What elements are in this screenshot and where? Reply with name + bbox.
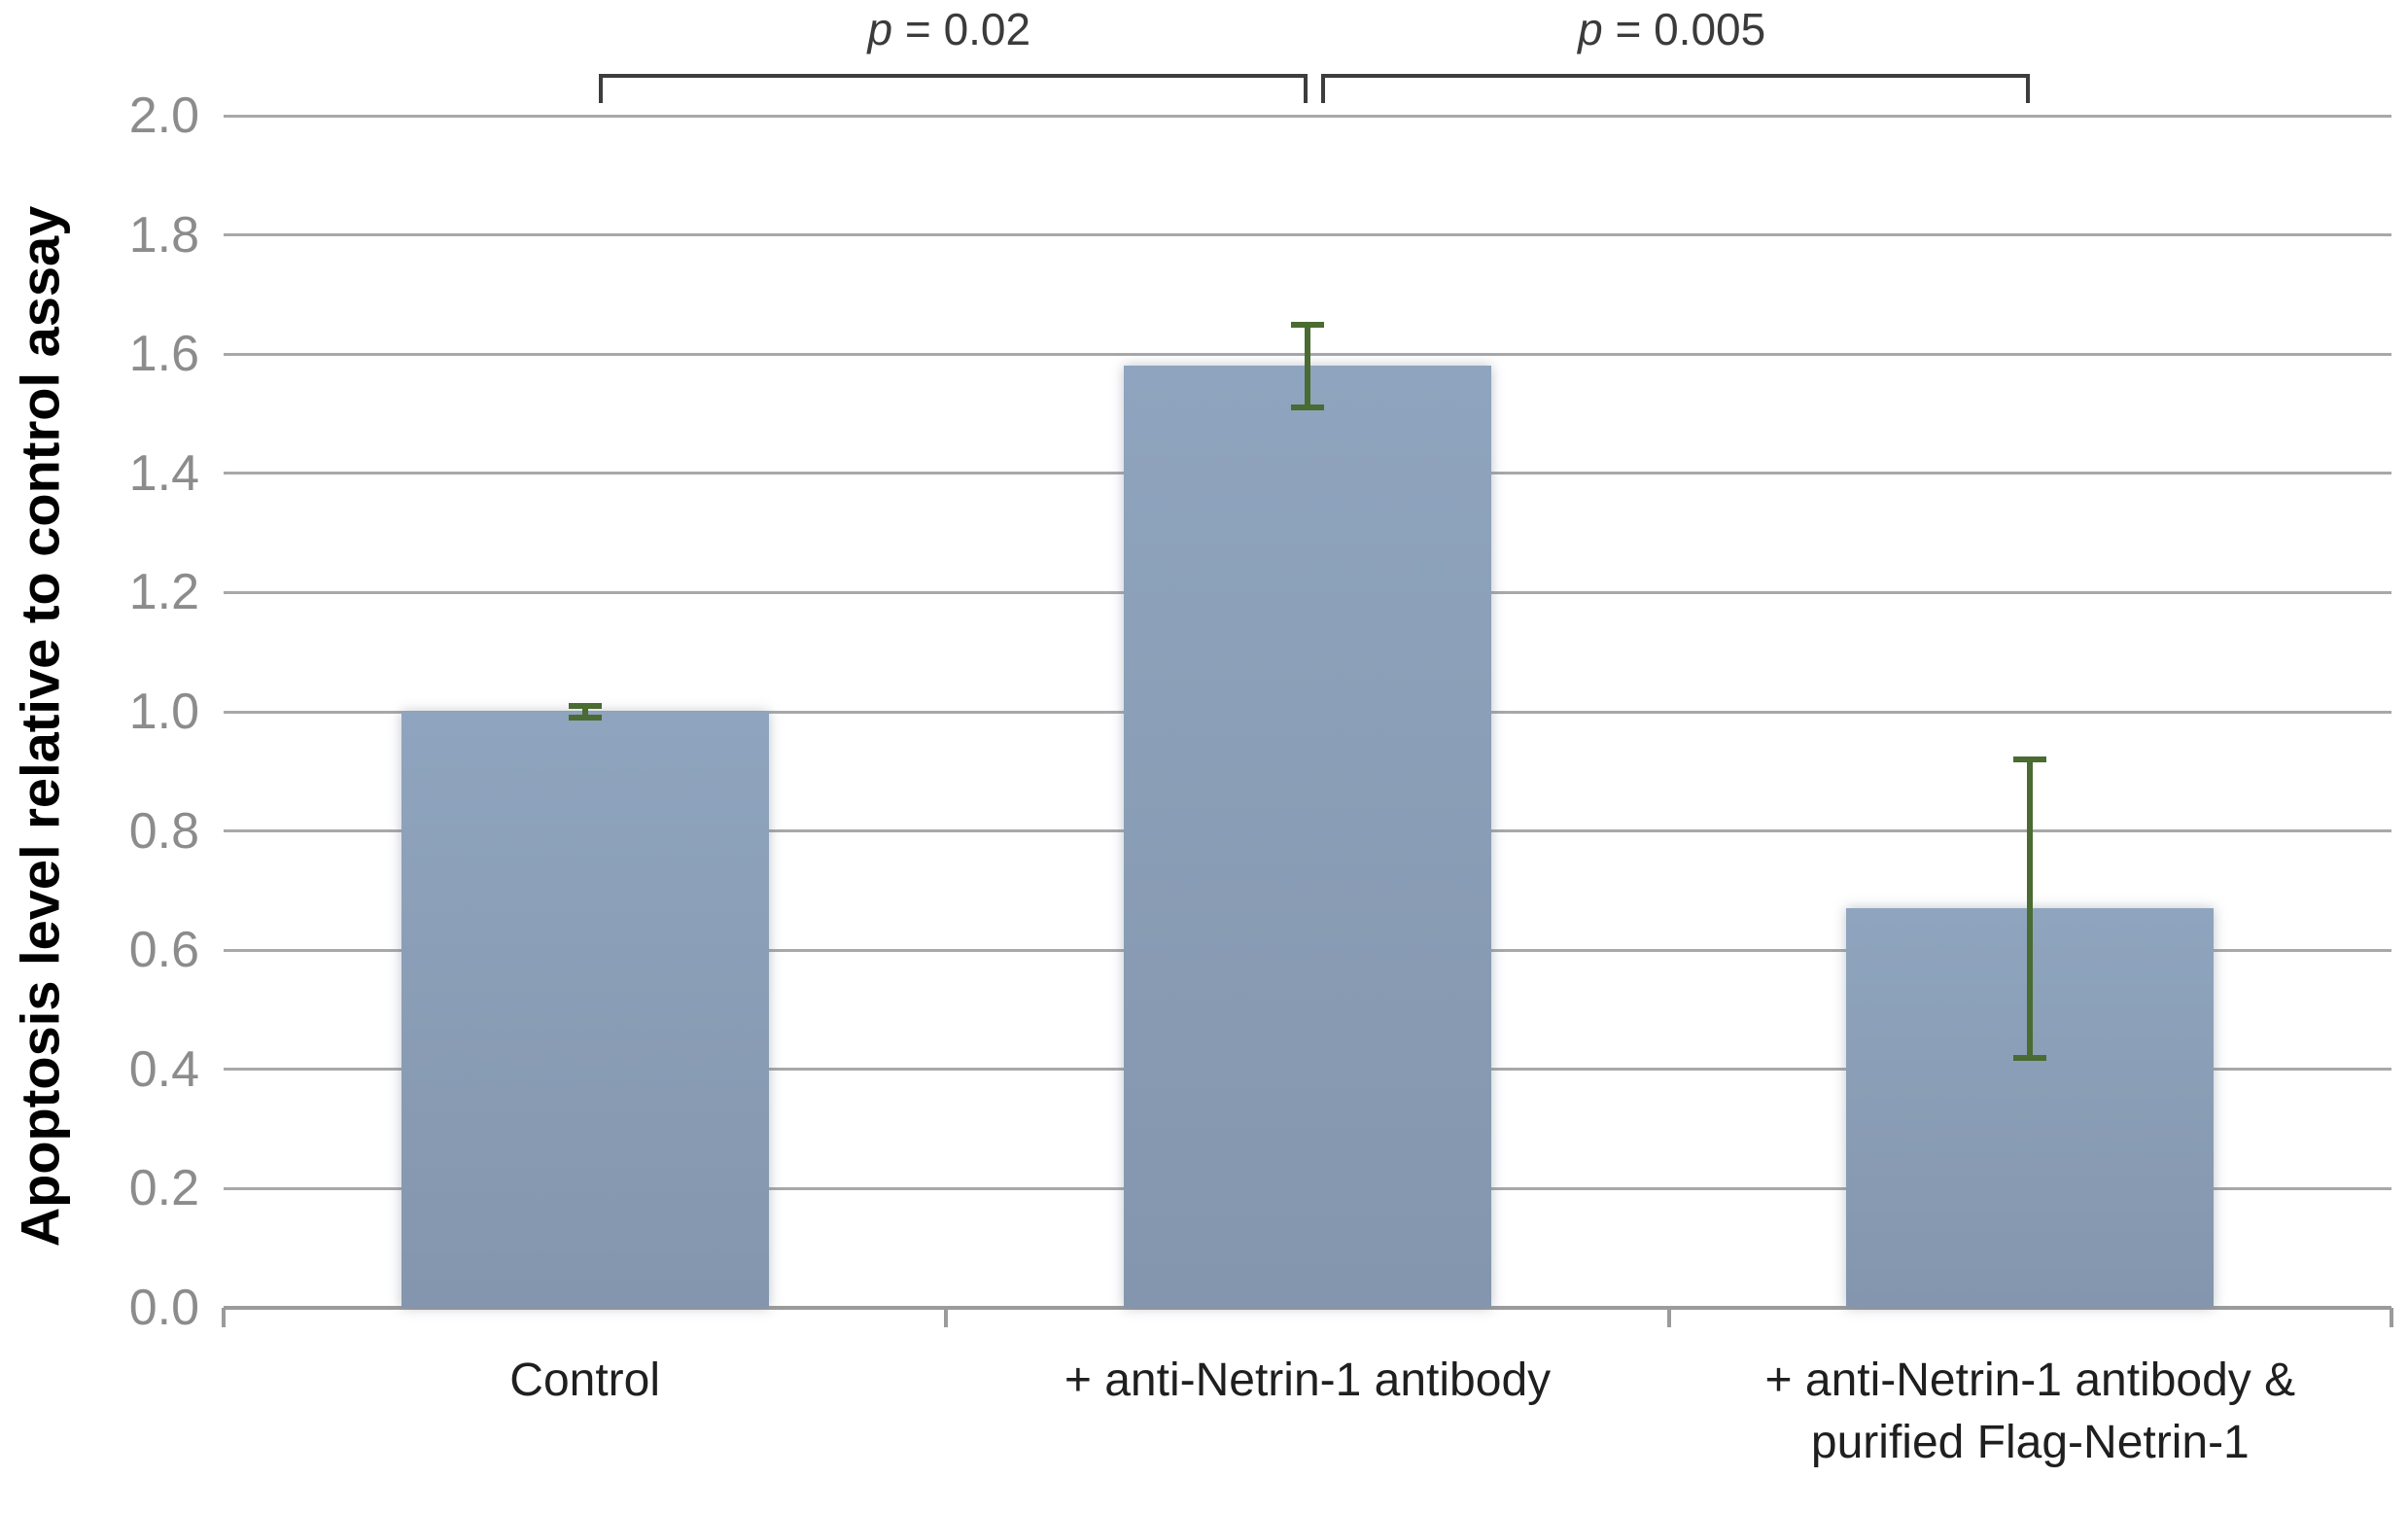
x-axis-tick xyxy=(1666,1308,1671,1327)
gridline xyxy=(224,114,2391,118)
gridline xyxy=(224,233,2391,237)
category-label: Control xyxy=(509,1355,661,1406)
p-value-text: = 0.005 xyxy=(1602,4,1766,54)
p-value-text: = 0.02 xyxy=(892,4,1031,54)
error-bar-bottom-cap xyxy=(2013,1054,2047,1061)
significance-bracket xyxy=(1321,74,2031,103)
error-bar-line xyxy=(1305,324,1310,408)
y-tick-label: 0.4 xyxy=(128,1040,199,1098)
error-bar-bottom-cap xyxy=(568,715,602,721)
x-axis-tick xyxy=(222,1308,226,1327)
y-tick-label: 1.0 xyxy=(128,684,199,740)
error-bar-bottom-cap xyxy=(1291,405,1324,411)
p-symbol: p xyxy=(867,4,893,54)
error-bar-line xyxy=(2027,759,2034,1058)
category-label: + anti-Netrin-1 antibody xyxy=(1064,1355,1552,1406)
y-tick-label: 0.8 xyxy=(128,802,199,860)
y-tick-label: 1.2 xyxy=(128,564,199,621)
x-axis-line xyxy=(224,1306,2391,1310)
p-value-label: p = 0.005 xyxy=(1448,0,1896,60)
error-bar-top-cap xyxy=(2013,756,2047,763)
p-value-label: p = 0.02 xyxy=(725,0,1172,60)
p-symbol: p xyxy=(1578,4,1603,54)
y-tick-label: 0.2 xyxy=(128,1160,199,1217)
plot-area xyxy=(222,114,2393,1327)
error-bar-top-cap xyxy=(568,702,602,709)
bar xyxy=(401,712,769,1308)
significance-bracket xyxy=(598,74,1308,103)
y-tick-label: 1.6 xyxy=(128,326,199,383)
error-bar-top-cap xyxy=(1291,321,1324,328)
y-tick-label: 0.0 xyxy=(128,1280,199,1336)
bar xyxy=(1124,366,1491,1308)
y-tick-label: 2.0 xyxy=(128,88,199,144)
error-bar-line xyxy=(581,705,588,719)
y-tick-label: 1.4 xyxy=(128,444,199,502)
y-tick-label: 0.6 xyxy=(128,922,199,979)
y-tick-label: 1.8 xyxy=(128,206,199,264)
x-axis-tick xyxy=(2390,1308,2393,1327)
x-axis-tick xyxy=(944,1308,949,1327)
category-label: + anti-Netrin-1 antibody & purified Flag… xyxy=(1764,1355,2296,1468)
